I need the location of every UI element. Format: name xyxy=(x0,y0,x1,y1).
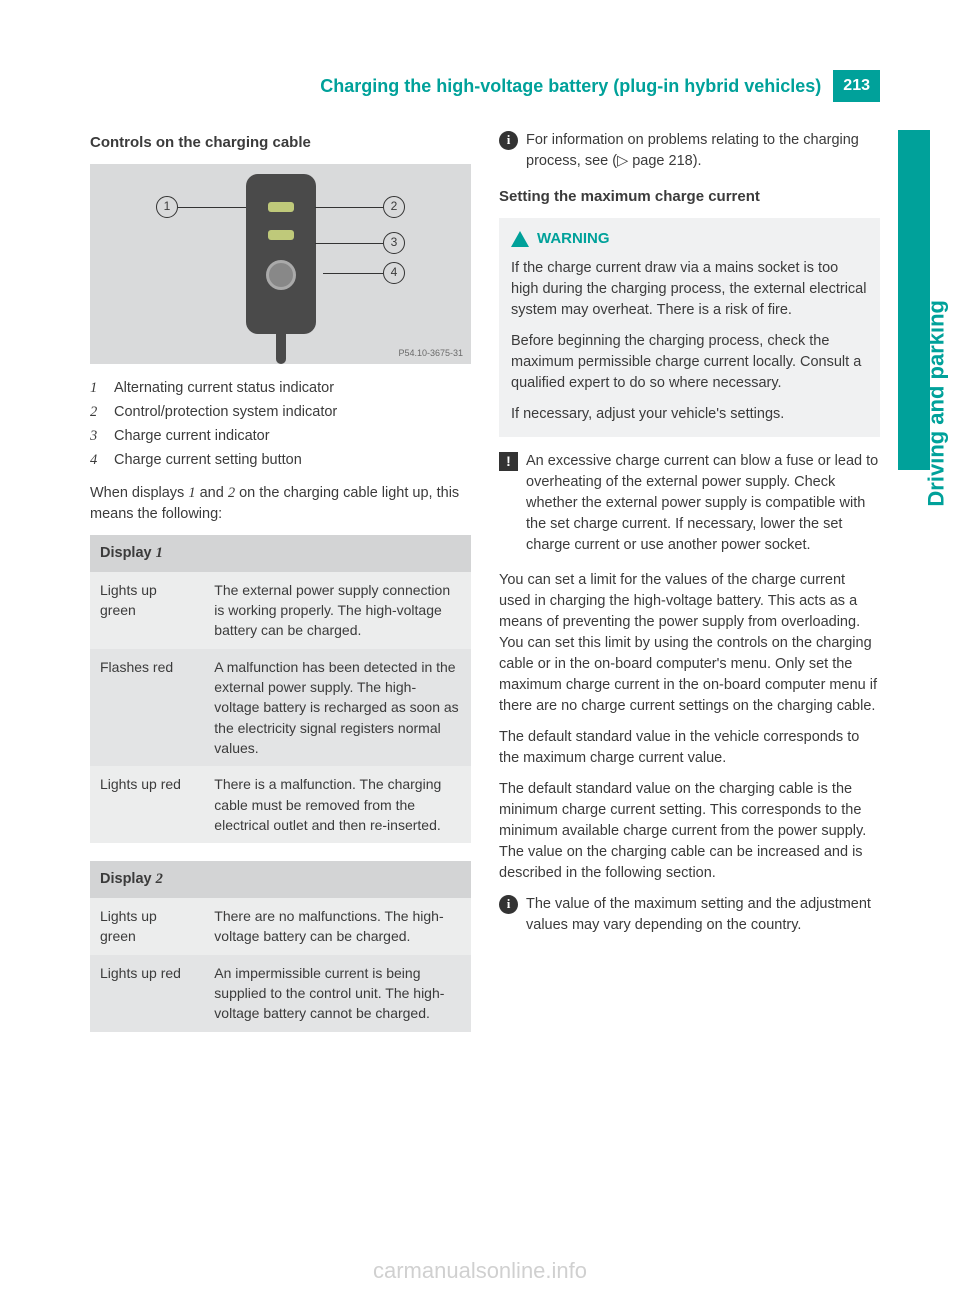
diagram-cable-body xyxy=(246,174,316,334)
table-cell: Lights up green xyxy=(90,572,204,649)
legend-text: Control/protection system indicator xyxy=(114,402,337,423)
warning-header: WARNING xyxy=(511,228,868,250)
info-text: The value of the maximum setting and the… xyxy=(526,894,880,936)
info-icon: i xyxy=(499,131,518,150)
exclamation-icon: ! xyxy=(499,452,518,471)
legend-item: 4 Charge current setting button xyxy=(90,450,471,471)
table-cell: The external power supply connection is … xyxy=(204,572,471,649)
legend-list: 1 Alternating current status indicator 2… xyxy=(90,378,471,471)
table-row: Lights up green There are no malfunction… xyxy=(90,898,471,955)
legend-text: Charge current setting button xyxy=(114,450,302,471)
warning-paragraph: If necessary, adjust your vehicle's sett… xyxy=(511,404,868,425)
paragraph: The default standard value on the chargi… xyxy=(499,779,880,884)
callout-line xyxy=(315,207,383,208)
info-text: For information on problems relating to … xyxy=(526,130,880,172)
paragraph: You can set a limit for the values of th… xyxy=(499,570,880,717)
text: When displays xyxy=(90,485,188,501)
diagram-code: P54.10-3675-31 xyxy=(398,347,463,360)
callout-1: 1 xyxy=(156,196,178,218)
warning-triangle-icon xyxy=(511,231,529,247)
side-tab-label: Driving and parking xyxy=(924,300,950,507)
text: and xyxy=(196,485,228,501)
callout-2: 2 xyxy=(383,196,405,218)
legend-number: 4 xyxy=(90,450,114,471)
ref-2: 2 xyxy=(228,485,235,501)
legend-item: 3 Charge current indicator xyxy=(90,426,471,447)
callout-line xyxy=(178,207,246,208)
left-heading: Controls on the charging cable xyxy=(90,132,471,154)
table-cell: A malfunction has been detected in the e… xyxy=(204,649,471,766)
diagram-cord xyxy=(276,332,286,364)
table-row: Lights up green The external power suppl… xyxy=(90,572,471,649)
callout-line xyxy=(323,273,383,274)
manual-page: Charging the high-voltage battery (plug-… xyxy=(0,0,960,1302)
warning-paragraph: Before beginning the charging process, c… xyxy=(511,331,868,394)
callout-3: 3 xyxy=(383,232,405,254)
paragraph: When displays 1 and 2 on the charging ca… xyxy=(90,483,471,525)
legend-number: 3 xyxy=(90,426,114,447)
table-cell: Flashes red xyxy=(90,649,204,766)
table-header: Display 1 xyxy=(90,535,471,572)
legend-number: 2 xyxy=(90,402,114,423)
right-column: i For information on problems relating t… xyxy=(499,130,880,1050)
warning-box: WARNING If the charge current draw via a… xyxy=(499,218,880,437)
display-1-table: Display 1 Lights up green The external p… xyxy=(90,535,471,843)
left-column: Controls on the charging cable 1 2 3 4 P… xyxy=(90,130,471,1050)
table-header: Display 2 xyxy=(90,861,471,898)
watermark: carmanualsonline.info xyxy=(0,1258,960,1284)
callout-line xyxy=(315,243,383,244)
legend-text: Charge current indicator xyxy=(114,426,270,447)
info-note: i The value of the maximum setting and t… xyxy=(499,894,880,936)
charging-cable-diagram: 1 2 3 4 P54.10-3675-31 xyxy=(90,164,471,364)
legend-item: 2 Control/protection system indicator xyxy=(90,402,471,423)
callout-4: 4 xyxy=(383,262,405,284)
right-heading: Setting the maximum charge current xyxy=(499,186,880,208)
ref-1: 1 xyxy=(188,485,195,501)
table-cell: Lights up red xyxy=(90,955,204,1032)
content-columns: Controls on the charging cable 1 2 3 4 P… xyxy=(90,130,880,1050)
diagram-button-shape xyxy=(266,260,296,290)
section-title: Charging the high-voltage battery (plug-… xyxy=(90,70,833,102)
page-header: Charging the high-voltage battery (plug-… xyxy=(90,70,880,102)
legend-number: 1 xyxy=(90,378,114,399)
caution-text: An excessive charge current can blow a f… xyxy=(526,451,880,556)
table-row: Lights up red An impermissible current i… xyxy=(90,955,471,1032)
info-icon: i xyxy=(499,895,518,914)
page-number: 213 xyxy=(833,70,880,102)
table-row: Lights up red There is a malfunction. Th… xyxy=(90,766,471,843)
table-row: Flashes red A malfunction has been detec… xyxy=(90,649,471,766)
legend-item: 1 Alternating current status indicator xyxy=(90,378,471,399)
paragraph: The default standard value in the vehicl… xyxy=(499,727,880,769)
legend-text: Alternating current status indicator xyxy=(114,378,334,399)
warning-paragraph: If the charge current draw via a mains s… xyxy=(511,258,868,321)
info-note: i For information on problems relating t… xyxy=(499,130,880,172)
table-cell: There are no malfunctions. The high-volt… xyxy=(204,898,471,955)
table-cell: There is a malfunction. The charging cab… xyxy=(204,766,471,843)
table-cell: Lights up red xyxy=(90,766,204,843)
table-cell: An impermissible current is being suppli… xyxy=(204,955,471,1032)
table-cell: Lights up green xyxy=(90,898,204,955)
display-2-table: Display 2 Lights up green There are no m… xyxy=(90,861,471,1032)
caution-note: ! An excessive charge current can blow a… xyxy=(499,451,880,556)
warning-label: WARNING xyxy=(537,228,610,250)
